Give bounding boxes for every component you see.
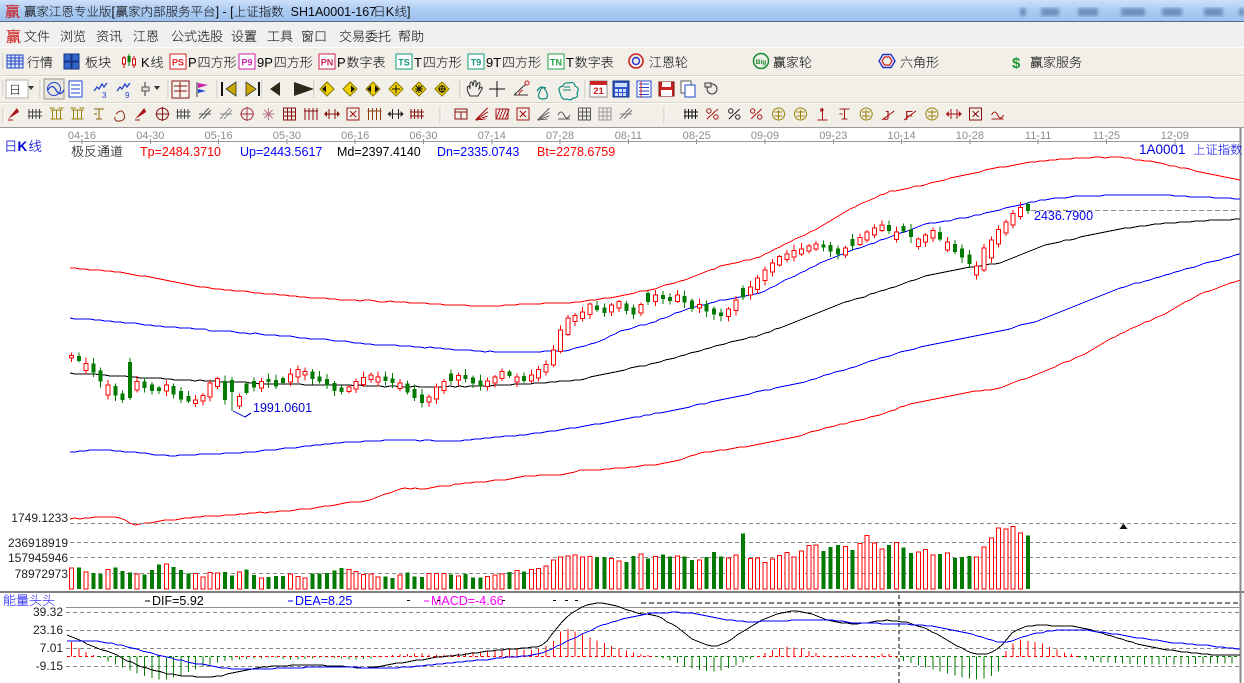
- svg-text:Md=2397.4140: Md=2397.4140: [337, 145, 421, 159]
- svg-text:Up=2443.5617: Up=2443.5617: [240, 145, 322, 159]
- svg-text:1749.1233: 1749.1233: [11, 511, 68, 525]
- svg-text:J: J: [883, 108, 890, 123]
- svg-text:Dn=2335.0743: Dn=2335.0743: [437, 145, 519, 159]
- svg-text:TN: TN: [550, 58, 562, 68]
- svg-text:SH1A0001-167: SH1A0001-167: [284, 5, 376, 19]
- svg-text:08-25: 08-25: [683, 130, 711, 142]
- svg-text:05-30: 05-30: [273, 130, 301, 142]
- svg-text:DEA=8.25: DEA=8.25: [295, 594, 352, 608]
- svg-text:06-30: 06-30: [409, 130, 437, 142]
- svg-text:F: F: [905, 108, 913, 123]
- svg-text:[: [: [112, 5, 116, 19]
- svg-text:P9: P9: [241, 58, 252, 68]
- svg-text:PN: PN: [321, 58, 334, 68]
- svg-text:1A0001: 1A0001: [1139, 142, 1186, 157]
- svg-text:21: 21: [593, 86, 604, 97]
- svg-text:10-14: 10-14: [888, 130, 916, 142]
- svg-text:Tp=2484.3710: Tp=2484.3710: [140, 145, 221, 159]
- svg-text:236918919: 236918919: [8, 536, 68, 550]
- svg-text:T: T: [414, 55, 422, 70]
- svg-text:11-11: 11-11: [1025, 130, 1052, 142]
- svg-text:23.16: 23.16: [33, 623, 63, 637]
- svg-text:MACD=-4.66: MACD=-4.66: [431, 594, 504, 608]
- svg-text:9: 9: [125, 91, 130, 100]
- svg-text:157945946: 157945946: [8, 551, 68, 565]
- svg-text:PS: PS: [172, 58, 184, 68]
- svg-text:7.01: 7.01: [40, 641, 64, 655]
- svg-text:3: 3: [102, 91, 107, 100]
- svg-text:39.32: 39.32: [33, 605, 63, 619]
- svg-text:9P: 9P: [257, 55, 273, 70]
- svg-text:P: P: [337, 55, 346, 70]
- svg-text:] - [: ] - [: [216, 5, 235, 19]
- svg-text:04-30: 04-30: [136, 130, 164, 142]
- svg-text:T9: T9: [471, 58, 482, 68]
- svg-text:P: P: [188, 55, 197, 70]
- svg-text:12-09: 12-09: [1161, 130, 1189, 142]
- svg-text:2436.7900: 2436.7900: [1034, 209, 1093, 223]
- svg-text:DIF=5.92: DIF=5.92: [152, 594, 204, 608]
- svg-text:08-11: 08-11: [615, 130, 642, 142]
- svg-text:K: K: [141, 55, 150, 70]
- svg-text:05-16: 05-16: [205, 130, 233, 142]
- svg-text:1991.0601: 1991.0601: [253, 401, 312, 415]
- svg-text:-9.15: -9.15: [36, 659, 64, 673]
- svg-text:09-23: 09-23: [819, 130, 847, 142]
- svg-text:11-25: 11-25: [1093, 130, 1120, 142]
- svg-text:09-09: 09-09: [751, 130, 779, 142]
- svg-text:K: K: [386, 5, 395, 19]
- svg-text:K: K: [18, 139, 28, 154]
- svg-text:04-16: 04-16: [68, 130, 96, 142]
- svg-text:TS: TS: [398, 58, 410, 68]
- svg-text:07-28: 07-28: [546, 130, 574, 142]
- svg-text:Bt=2278.6759: Bt=2278.6759: [537, 145, 615, 159]
- svg-text:10-28: 10-28: [956, 130, 984, 142]
- svg-text:9T: 9T: [486, 55, 501, 70]
- svg-text:06-16: 06-16: [341, 130, 369, 142]
- svg-text:]: ]: [407, 5, 410, 19]
- svg-text:78972973: 78972973: [15, 567, 69, 581]
- svg-text:Big: Big: [756, 59, 767, 66]
- svg-text:07-14: 07-14: [478, 130, 506, 142]
- svg-text:T: T: [566, 55, 574, 70]
- svg-text:$: $: [1012, 55, 1021, 72]
